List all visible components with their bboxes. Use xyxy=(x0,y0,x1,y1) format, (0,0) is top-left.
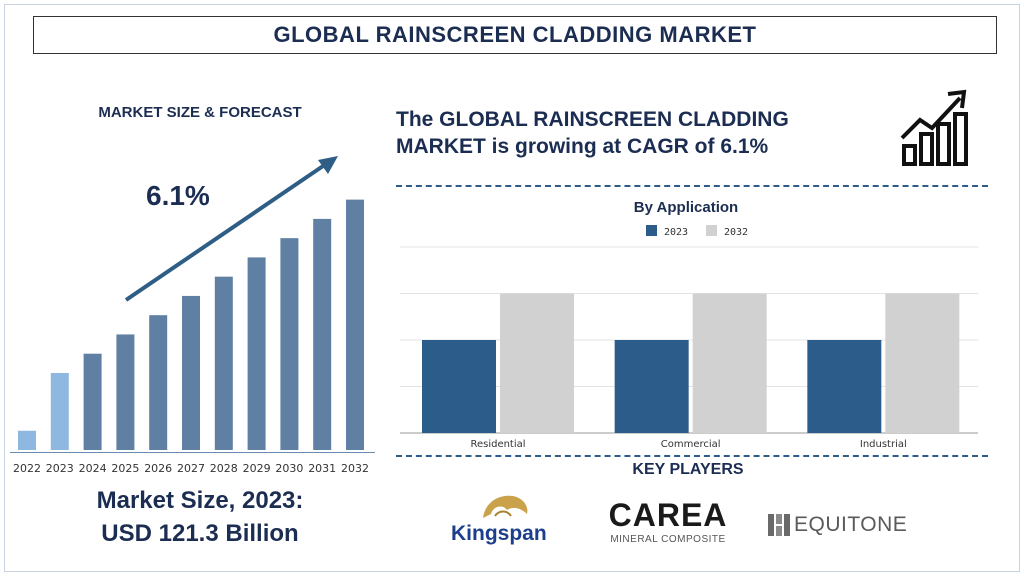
forecast-bar-2024 xyxy=(83,353,102,450)
year-tick-label: 2025 xyxy=(111,462,139,475)
bar-residential-2023 xyxy=(422,340,496,433)
cagr-value: 6.1% xyxy=(146,180,210,211)
carea-wordmark: CAREA xyxy=(608,497,728,533)
forecast-bar-2028 xyxy=(214,276,233,450)
bar-commercial-2032 xyxy=(692,293,767,433)
year-tick-label: 2031 xyxy=(308,462,336,475)
forecast-bar-2026 xyxy=(149,315,168,450)
kingspan-logo: Kingspan xyxy=(445,492,555,552)
key-players-heading: KEY PLAYERS xyxy=(632,461,744,478)
carea-logo: CAREA MINERAL COMPOSITE xyxy=(608,498,728,552)
trend-arrow-line xyxy=(124,162,328,302)
year-tick-label: 2024 xyxy=(79,462,107,475)
page-frame xyxy=(4,4,1020,572)
year-tick-label: 2022 xyxy=(13,462,41,475)
legend-swatch-2023 xyxy=(646,225,657,236)
forecast-bar-2023 xyxy=(50,372,69,450)
carea-tagline: MINERAL COMPOSITE xyxy=(610,534,726,545)
forecast-bar-2032 xyxy=(346,199,364,450)
category-label-residential: Residential xyxy=(470,439,525,450)
bar-commercial-2023 xyxy=(614,340,689,433)
year-tick-label: 2032 xyxy=(341,462,369,475)
section-divider-bottom xyxy=(396,455,988,457)
legend-label-2032: 2032 xyxy=(724,227,748,238)
section-divider-top xyxy=(396,185,988,187)
equitone-logo: EQUITONE xyxy=(768,510,918,540)
forecast-bar-2030 xyxy=(280,238,299,450)
bar-residential-2032 xyxy=(500,293,574,433)
equitone-wordmark: EQUITONE xyxy=(794,513,908,536)
market-size-line1: Market Size, 2023: xyxy=(96,487,304,514)
legend-label-2023: 2023 xyxy=(664,227,688,238)
trend-up-icon xyxy=(900,89,968,166)
category-label-industrial: Industrial xyxy=(860,439,907,450)
chart-baseline-divider xyxy=(10,452,375,453)
year-tick-label: 2030 xyxy=(275,462,303,475)
bar-industrial-2023 xyxy=(807,340,882,433)
trend-arrow-head xyxy=(318,156,338,174)
market-size-block: Market Size, 2023: USD 121.3 Billion xyxy=(20,484,380,550)
forecast-bar-2029 xyxy=(247,257,266,450)
year-tick-label: 2029 xyxy=(243,462,271,475)
market-size-forecast-heading: MARKET SIZE & FORECAST xyxy=(98,104,302,121)
page-title: GLOBAL RAINSCREEN CLADDING MARKET xyxy=(33,16,997,54)
chart-title: By Application xyxy=(634,199,738,216)
equitone-grid-icon xyxy=(768,514,790,536)
application-chart: By Application 2023 2032 Residential Commerc… xyxy=(400,199,978,450)
kingspan-lion-icon xyxy=(483,495,528,518)
year-tick-label: 2027 xyxy=(177,462,205,475)
market-forecast-chart: 2022 2023 2024 2025 2026 2027 2028 2029 2030 2031… xyxy=(13,156,369,475)
bar-industrial-2032 xyxy=(885,293,960,433)
category-label-commercial: Commercial xyxy=(661,439,721,450)
kingspan-wordmark: Kingspan xyxy=(451,522,547,545)
year-tick-label: 2026 xyxy=(144,462,172,475)
forecast-bar-2022 xyxy=(18,430,36,450)
forecast-bar-2025 xyxy=(116,334,135,450)
forecast-bar-2031 xyxy=(313,218,332,450)
cagr-headline: The GLOBAL RAINSCREEN CLADDING MARKET is… xyxy=(396,108,789,158)
legend-swatch-2032 xyxy=(706,225,717,236)
year-tick-label: 2023 xyxy=(46,462,74,475)
year-tick-label: 2028 xyxy=(210,462,238,475)
forecast-bar-2027 xyxy=(182,295,200,450)
market-size-line2: USD 121.3 Billion xyxy=(101,520,299,547)
